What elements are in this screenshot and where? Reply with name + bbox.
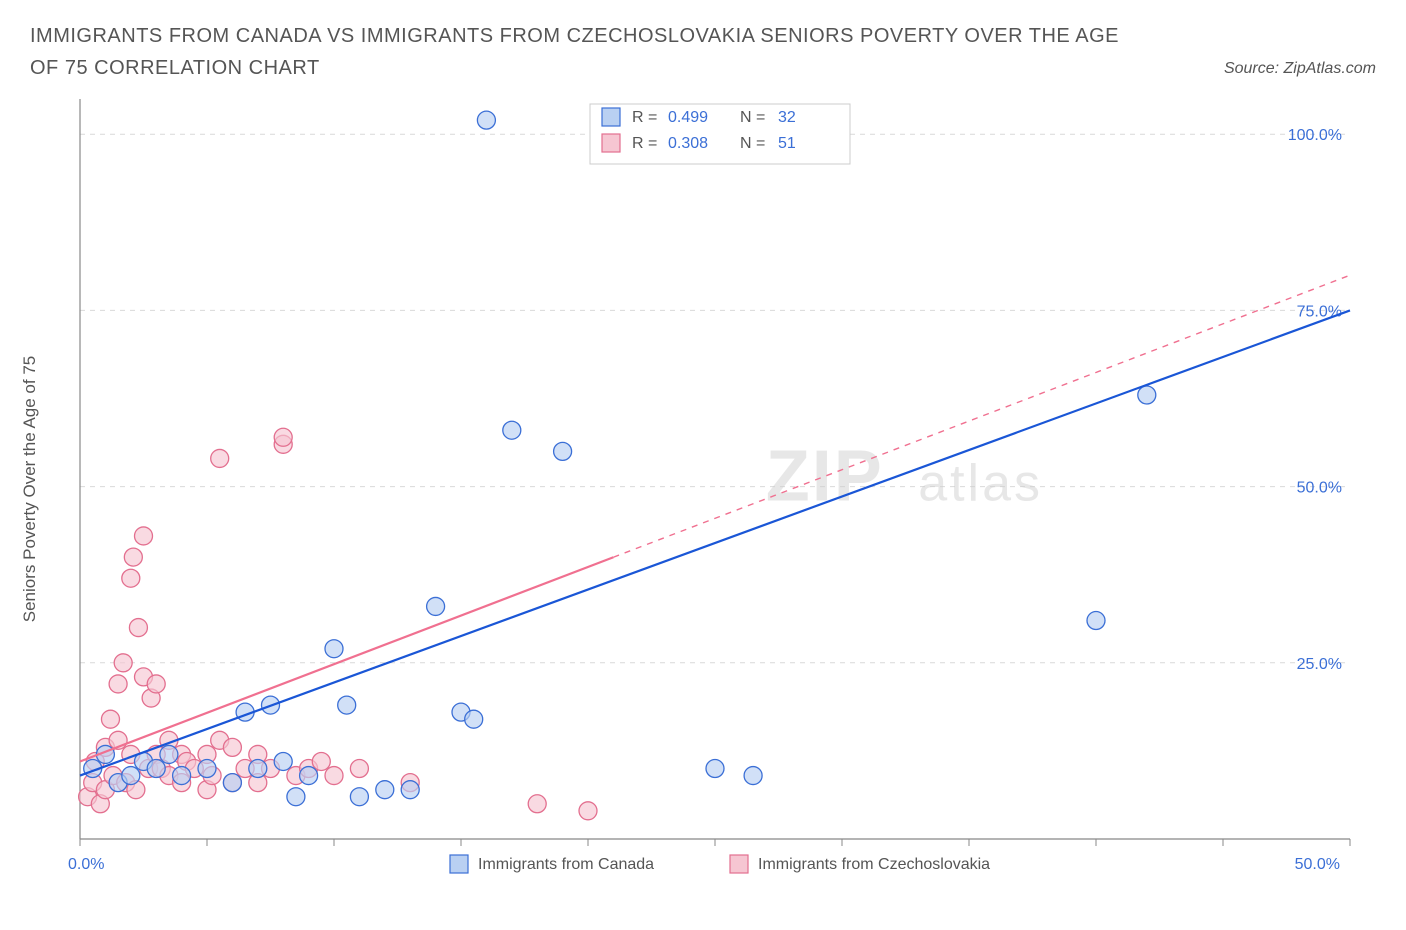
data-point (401, 781, 419, 799)
data-point (223, 774, 241, 792)
data-point (477, 111, 495, 129)
data-point (223, 738, 241, 756)
svg-text:0.0%: 0.0% (68, 856, 104, 873)
y-axis-label: Seniors Poverty Over the Age of 75 (20, 356, 40, 622)
data-point (147, 675, 165, 693)
legend-label: Immigrants from Canada (478, 856, 654, 873)
data-point (465, 710, 483, 728)
data-point (287, 788, 305, 806)
svg-text:0.499: 0.499 (668, 109, 708, 126)
trend-line-dashed (613, 275, 1350, 557)
data-point (300, 767, 318, 785)
svg-text:51: 51 (778, 135, 796, 152)
data-point (427, 597, 445, 615)
legend-label: Immigrants from Czechoslovakia (758, 856, 990, 873)
svg-text:R =: R = (632, 135, 657, 152)
svg-text:0.308: 0.308 (668, 135, 708, 152)
data-point (579, 802, 597, 820)
svg-text:50.0%: 50.0% (1295, 856, 1340, 873)
data-point (1087, 612, 1105, 630)
data-point (147, 760, 165, 778)
svg-text:50.0%: 50.0% (1297, 480, 1342, 497)
data-point (325, 767, 343, 785)
data-point (114, 654, 132, 672)
data-point (274, 752, 292, 770)
legend-swatch (602, 134, 620, 152)
data-point (129, 619, 147, 637)
svg-text:R =: R = (632, 109, 657, 126)
svg-text:100.0%: 100.0% (1288, 127, 1342, 144)
scatter-chart: 25.0% 50.0% 75.0% 100.0% 0.0% 50.0% ZIP atlas R … (50, 99, 1370, 899)
data-point (554, 442, 572, 460)
svg-text:75.0%: 75.0% (1297, 303, 1342, 320)
data-point (528, 795, 546, 813)
data-point (350, 788, 368, 806)
data-point (124, 548, 142, 566)
data-point (376, 781, 394, 799)
stats-legend (590, 104, 850, 164)
data-point (122, 569, 140, 587)
svg-text:N =: N = (740, 109, 765, 126)
legend-swatch (450, 855, 468, 873)
data-point (503, 421, 521, 439)
data-point (160, 745, 178, 763)
legend-swatch (602, 108, 620, 126)
svg-text:32: 32 (778, 109, 796, 126)
data-point (338, 696, 356, 714)
data-point (101, 710, 119, 728)
data-point (274, 428, 292, 446)
trend-line (80, 310, 1350, 775)
data-point (198, 760, 216, 778)
data-point (706, 760, 724, 778)
data-point (135, 527, 153, 545)
data-point (1138, 386, 1156, 404)
source-credit: Source: ZipAtlas.com (1224, 60, 1376, 78)
data-point (325, 640, 343, 658)
legend-swatch (730, 855, 748, 873)
data-point (312, 752, 330, 770)
data-point (350, 760, 368, 778)
data-point (122, 767, 140, 785)
trend-line (80, 557, 613, 761)
chart-title: IMMIGRANTS FROM CANADA VS IMMIGRANTS FRO… (30, 20, 1130, 84)
data-point (744, 767, 762, 785)
data-point (211, 449, 229, 467)
data-point (173, 767, 191, 785)
svg-text:N =: N = (740, 135, 765, 152)
watermark-main: ZIP (766, 437, 884, 517)
chart-area: Seniors Poverty Over the Age of 75 25.0%… (50, 99, 1370, 879)
watermark-sub: atlas (918, 455, 1043, 513)
svg-text:25.0%: 25.0% (1297, 656, 1342, 673)
data-point (249, 760, 267, 778)
data-point (109, 675, 127, 693)
